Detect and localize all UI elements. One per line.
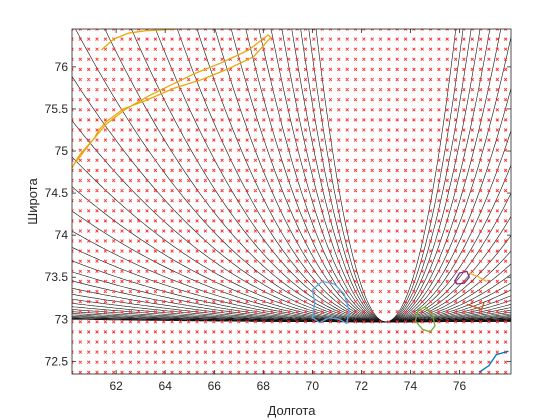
axes: 62 64 66 68 70 72 74 76 72.5 73 73.5 74 74.5 75 75.5 76 — [45, 28, 512, 393]
y-tick-label: 73.5 — [45, 270, 69, 284]
y-tick-label: 73 — [55, 312, 69, 326]
y-axis-label: Широта — [25, 178, 40, 225]
y-tick-label: 75 — [55, 144, 69, 158]
y-tick-label: 74.5 — [45, 186, 69, 200]
y-tick-label: 72.5 — [45, 354, 69, 368]
x-tick-label: 64 — [159, 379, 173, 393]
y-tick-label: 74 — [55, 228, 69, 242]
contour-line — [245, 29, 511, 323]
y-tick-label: 76 — [55, 60, 69, 74]
coastline — [72, 34, 272, 169]
contour-line — [315, 29, 457, 323]
axes-frame — [71, 28, 512, 375]
contour-line — [177, 29, 511, 323]
x-axis-label: Долгота — [268, 403, 317, 418]
x-tick-label: 74 — [404, 379, 418, 393]
x-tick-label: 70 — [306, 379, 320, 393]
coastline — [311, 280, 350, 325]
x-tick-label: 66 — [208, 379, 222, 393]
x-tick-label: 72 — [355, 379, 369, 393]
grid-point-markers — [72, 29, 508, 374]
coastline — [469, 272, 487, 282]
coastline — [414, 306, 436, 333]
coastline — [466, 302, 485, 310]
x-tick-label: 62 — [109, 379, 123, 393]
y-tick-label: 75.5 — [45, 102, 69, 116]
coastline — [478, 350, 509, 373]
x-tick-label: 76 — [453, 379, 467, 393]
contour-line — [72, 319, 511, 323]
coastline — [454, 270, 470, 285]
contour-line — [196, 29, 511, 323]
contour-line — [104, 29, 511, 323]
plot-area — [72, 29, 511, 374]
grid-points — [72, 29, 508, 374]
x-tick-label: 68 — [257, 379, 271, 393]
